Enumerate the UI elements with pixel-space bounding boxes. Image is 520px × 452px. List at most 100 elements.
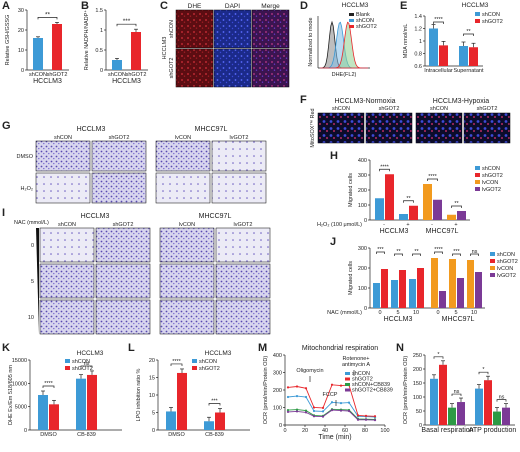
data-point xyxy=(347,401,351,404)
legend-swatch xyxy=(475,12,480,16)
micrograph-merge xyxy=(251,48,290,88)
bar-shcon xyxy=(33,38,43,70)
column-label: shCON xyxy=(54,135,72,141)
legend-swatch xyxy=(345,383,350,386)
chart-h: 0 100 200 300 400 Migrated cells **** - ** + **** -… xyxy=(317,158,503,235)
legend-label: shGOT2 xyxy=(482,173,503,179)
legend-swatch xyxy=(192,366,197,370)
panel-label-a: A xyxy=(2,0,10,12)
chart-title: HCCLM3 xyxy=(77,350,104,357)
column-label: shGOT2 xyxy=(477,106,498,112)
data-point xyxy=(295,395,299,398)
panel-label-j: J xyxy=(330,236,337,248)
x-tick-label: shCON xyxy=(29,72,47,78)
group-label: HCCLM3 xyxy=(81,213,110,220)
y-tick-label: 1.5 xyxy=(95,8,103,14)
panel-label-b: B xyxy=(81,0,89,12)
legend-swatch xyxy=(490,266,495,270)
row-label: DMSO xyxy=(17,154,34,160)
x-tick-label: 20 xyxy=(302,428,308,434)
legend-swatch xyxy=(475,187,480,191)
legend-label: shGOT2 xyxy=(72,366,93,372)
legend-swatch xyxy=(345,372,350,375)
bar xyxy=(439,291,446,308)
legend-swatch xyxy=(475,166,480,170)
legend-label: shGOT2 xyxy=(352,377,373,383)
panel-label-e: E xyxy=(400,0,408,12)
data-point xyxy=(295,385,299,388)
micrograph-transwell xyxy=(35,172,91,204)
y-tick-label: 10 xyxy=(18,48,24,54)
micrograph-transwell xyxy=(211,140,267,172)
y-tick-label: 5000 xyxy=(15,405,27,411)
bar-shcon xyxy=(429,28,438,66)
column-label: lvGOT2 xyxy=(230,135,249,141)
significance-bracket xyxy=(463,33,474,36)
data-point xyxy=(304,387,308,390)
bar-shcon-cb839 xyxy=(448,407,456,425)
row-label: 0 xyxy=(31,243,34,249)
y-tick-label: 200 xyxy=(358,266,367,272)
micrograph-transwell xyxy=(39,263,95,299)
treatment-label: + xyxy=(406,222,409,228)
group-label: HCCLM3 xyxy=(380,228,409,235)
data-point xyxy=(321,415,325,418)
micrograph-transwell xyxy=(39,299,95,335)
y-tick-label: 20 xyxy=(18,28,24,34)
x-axis-label: HCCLM3 xyxy=(112,78,141,85)
y-tick-label: 0 xyxy=(152,428,155,434)
chart-l: 0 5 10 15 20 LPO inhibition ratio % DMSO **** CB… xyxy=(136,350,250,438)
micrograph-transwell xyxy=(155,140,211,172)
bar-shcon xyxy=(475,388,483,425)
column-label: Merge xyxy=(261,3,280,10)
significance-bracket xyxy=(376,251,385,254)
significance-label: * xyxy=(437,352,440,358)
column-label: shCON xyxy=(58,222,76,228)
annotation-label: FCCP xyxy=(323,392,338,398)
annotation-label: antimycin A xyxy=(342,362,370,368)
significance-label: *** xyxy=(453,249,460,255)
chart-n: 0 50 100 150 200 250 OCR (pmol/min/Protein OD)… xyxy=(403,352,516,434)
data-point xyxy=(304,395,308,399)
significance-label: *** xyxy=(211,399,218,405)
column-label: shCON xyxy=(430,106,448,112)
micrograph-transwell xyxy=(159,227,215,263)
data-point xyxy=(295,408,299,411)
y-tick-label: 300 xyxy=(358,173,367,179)
y-tick-label: 0 xyxy=(100,68,103,74)
group-label: MHCC97L xyxy=(426,228,459,235)
x-tick-label: shCON xyxy=(108,72,126,78)
row-label: 10 xyxy=(28,315,34,321)
x-tick-label: 5 xyxy=(454,310,457,316)
data-point xyxy=(321,406,325,409)
y-tick-label: 1.4 xyxy=(414,14,422,20)
panel-label-h: H xyxy=(330,150,338,162)
significance-bracket xyxy=(433,356,444,359)
column-label: lvCON xyxy=(179,222,195,228)
panel-label-g: G xyxy=(2,120,11,132)
legend-swatch xyxy=(65,359,70,363)
significance-bracket xyxy=(427,178,438,181)
column-label: shGOT2 xyxy=(379,106,400,112)
side-label: NAC (mmol/L) xyxy=(14,220,49,226)
x-axis-label: Time (min) xyxy=(318,434,351,441)
group-label: MHCC97L xyxy=(195,126,228,133)
bar xyxy=(417,268,424,308)
y-tick-label: 10000 xyxy=(12,381,27,387)
bar-shgot2-cb839 xyxy=(457,402,465,425)
x-tick-label: shGOT2 xyxy=(47,72,68,78)
legend-swatch xyxy=(345,388,350,392)
micrograph-transwell xyxy=(215,263,271,299)
y-tick-label: 10 xyxy=(149,393,155,399)
micrograph-transwell xyxy=(91,140,147,172)
y-axis-label: Normalized to mode xyxy=(308,17,314,66)
y-tick-label: 100 xyxy=(413,395,422,401)
bar-shgot2 xyxy=(177,372,187,430)
bar-shcon xyxy=(112,60,122,70)
y-tick-label: 300 xyxy=(358,246,367,252)
treatment-label: + xyxy=(454,222,457,228)
column-label: shGOT2 xyxy=(109,135,130,141)
chart-title: HCCLM3 xyxy=(342,2,369,9)
legend-swatch xyxy=(349,13,354,16)
